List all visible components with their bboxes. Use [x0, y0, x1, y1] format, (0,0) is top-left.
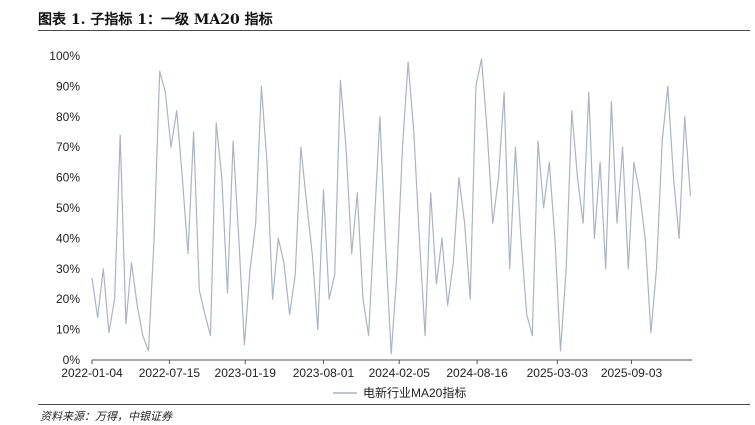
- y-tick-label: 70%: [56, 140, 80, 154]
- legend-label: 电新行业MA20指标: [363, 385, 466, 400]
- y-tick-label: 80%: [56, 110, 80, 124]
- x-tick-label: 2024-08-16: [446, 366, 508, 380]
- y-tick-label: 40%: [56, 231, 80, 245]
- y-tick-label: 0%: [63, 353, 81, 367]
- x-tick-label: 2022-01-04: [61, 366, 123, 380]
- x-tick-label: 2025-09-03: [601, 366, 663, 380]
- y-tick-label: 90%: [56, 79, 80, 93]
- x-tick-label: 2022-07-15: [139, 366, 201, 380]
- x-tick-label: 2024-02-05: [369, 366, 431, 380]
- y-tick-label: 50%: [56, 201, 80, 215]
- source-note: 资料来源：万得，中银证券: [40, 410, 172, 423]
- page-title: 图表 1. 子指标 1：一级 MA20 指标: [38, 12, 273, 28]
- x-tick-label: 2025-03-03: [527, 366, 589, 380]
- series-line: [91, 58, 691, 355]
- x-axis: 2022-01-04 2022-07-15 2023-01-19 2023-08-01…: [61, 359, 692, 380]
- legend: 电新行业MA20指标: [333, 385, 466, 400]
- y-tick-label: 60%: [56, 171, 80, 185]
- y-tick-label: 10%: [56, 323, 80, 337]
- top-divider: [38, 30, 750, 31]
- x-tick-label: 2023-01-19: [215, 366, 277, 380]
- bottom-divider: [38, 404, 750, 405]
- series-layer: [91, 58, 691, 355]
- y-tick-label: 30%: [56, 262, 80, 276]
- y-tick-label: 100%: [49, 49, 80, 63]
- y-axis: 0% 10% 20% 30% 40% 50% 60% 70% 80% 90% 100%: [49, 49, 80, 367]
- y-tick-label: 20%: [56, 292, 80, 306]
- x-tick-label: 2023-08-01: [293, 366, 355, 380]
